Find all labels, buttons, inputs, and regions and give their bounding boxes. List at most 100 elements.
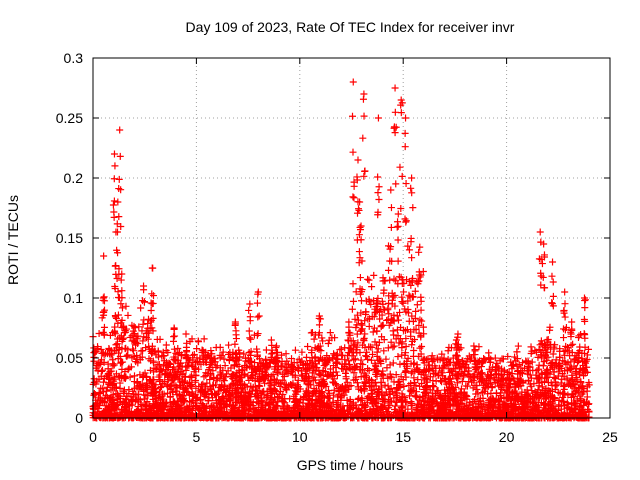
data-point [110, 213, 118, 221]
data-point [253, 345, 261, 353]
data-point [100, 323, 108, 331]
data-point [292, 397, 300, 405]
data-point [207, 347, 215, 355]
data-point [113, 246, 121, 254]
data-point [172, 357, 180, 365]
data-point [203, 353, 211, 361]
data-point [149, 327, 157, 335]
data-point [180, 388, 188, 396]
data-point [109, 360, 117, 368]
data-point [247, 335, 255, 343]
data-point [134, 332, 142, 340]
data-point [112, 270, 120, 278]
data-point [152, 351, 160, 359]
data-point [168, 403, 176, 411]
data-point [143, 398, 151, 406]
data-point [117, 412, 125, 420]
data-point [166, 360, 174, 368]
data-point [126, 333, 134, 341]
data-point [148, 349, 156, 357]
data-point [162, 362, 170, 370]
data-point [152, 381, 160, 389]
data-point-peak [231, 318, 239, 326]
data-point [131, 397, 139, 405]
data-point [240, 370, 248, 378]
data-point [244, 354, 252, 362]
data-point-peak [116, 126, 124, 134]
data-point-peak [100, 252, 108, 260]
data-point [119, 335, 127, 343]
data-point [118, 316, 126, 324]
data-point-peak [170, 324, 178, 332]
data-point [130, 390, 138, 398]
data-point [106, 350, 114, 358]
data-point [216, 354, 224, 362]
data-point [212, 413, 220, 421]
data-point [176, 362, 184, 370]
data-point [163, 381, 171, 389]
data-point [177, 359, 185, 367]
data-point [166, 382, 174, 390]
data-point [116, 352, 124, 360]
y-tick-label: 0 [75, 410, 83, 426]
data-point [241, 406, 249, 414]
data-point [137, 347, 145, 355]
data-point [174, 402, 182, 410]
data-point [215, 387, 223, 395]
data-point [186, 409, 194, 417]
data-point [169, 388, 177, 396]
data-point [130, 352, 138, 360]
data-point [235, 378, 243, 386]
data-point [122, 373, 130, 381]
data-point [158, 392, 166, 400]
data-point [153, 365, 161, 373]
data-point [148, 290, 156, 298]
data-point [90, 375, 98, 383]
data-point [217, 371, 225, 379]
data-point [245, 376, 253, 384]
data-point [237, 391, 245, 399]
data-point [134, 359, 142, 367]
data-point [224, 367, 232, 375]
data-point [111, 375, 119, 383]
data-point [187, 372, 195, 380]
data-point [122, 302, 130, 310]
data-point [144, 335, 152, 343]
data-point [145, 329, 153, 337]
data-point [244, 391, 252, 399]
data-point [170, 345, 178, 353]
data-point [118, 358, 126, 366]
data-point [130, 378, 138, 386]
data-point [203, 379, 211, 387]
data-point [102, 402, 110, 410]
data-point [181, 351, 189, 359]
data-point [200, 335, 208, 343]
data-point [90, 390, 98, 398]
data-point [222, 401, 230, 409]
y-tick-label: 0.2 [64, 170, 84, 186]
data-point [113, 344, 121, 352]
data-point [111, 323, 119, 331]
data-point [129, 347, 137, 355]
data-point [131, 337, 139, 345]
data-point [142, 403, 150, 411]
data-point [182, 363, 190, 371]
data-point [201, 385, 209, 393]
data-point [193, 393, 201, 401]
data-point [231, 371, 239, 379]
data-point [222, 389, 230, 397]
data-point [192, 376, 200, 384]
data-point [140, 316, 148, 324]
data-point [231, 340, 239, 348]
data-point [139, 320, 147, 328]
data-point [146, 345, 154, 353]
data-point [122, 407, 130, 415]
y-tick-label: 0.15 [56, 230, 83, 246]
x-axis-label: GPS time / hours [297, 457, 404, 473]
data-point [254, 313, 262, 321]
data-point-peak [110, 150, 118, 158]
data-point [198, 400, 206, 408]
data-point [198, 346, 206, 354]
